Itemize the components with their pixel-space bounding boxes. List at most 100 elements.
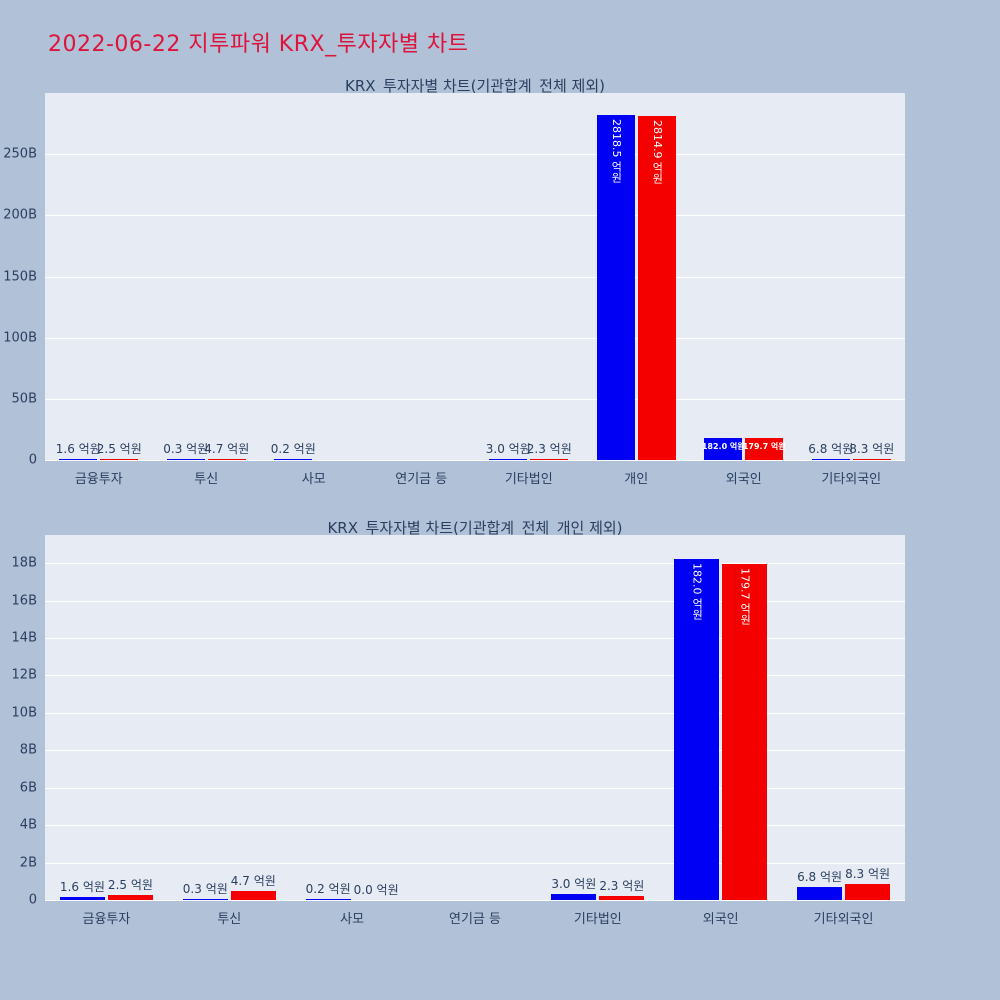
x-tick-label: 투신 — [194, 472, 219, 487]
x-tick-label: 기타외국인 — [821, 472, 882, 487]
x-tick-label: 연기금 등 — [449, 912, 501, 927]
bar — [182, 899, 228, 900]
gridline — [45, 563, 905, 565]
bar — [207, 459, 246, 460]
y-tick-label: 0 — [28, 452, 37, 468]
gridline — [45, 825, 905, 827]
gridline — [45, 862, 905, 864]
bar-label: 4.7 억원 — [204, 442, 250, 456]
bar-label: 182.0 억원 — [701, 441, 745, 451]
x-tick-label: 개인 — [624, 472, 649, 487]
x-tick-label: 사모 — [340, 912, 365, 927]
x-tick-label: 기타법인 — [504, 472, 553, 487]
bar — [107, 895, 153, 900]
y-tick-label: 200B — [3, 207, 37, 223]
x-tick-label: 외국인 — [725, 472, 762, 487]
bar-label: 2.5 억원 — [107, 878, 153, 893]
y-tick-label: 100B — [3, 330, 37, 346]
y-tick-label: 14B — [11, 630, 37, 646]
x-tick-label: 기타외국인 — [813, 912, 874, 927]
bar — [674, 559, 720, 900]
chart-title-bottom: KRX_투자자별 차트(기관합계_전체_개인 제외) — [327, 519, 623, 537]
bar-label: 4.7 억원 — [230, 874, 276, 889]
y-tick-label: 2B — [19, 855, 37, 871]
x-tick-label: 기타법인 — [573, 912, 622, 927]
x-tick-label: 사모 — [301, 472, 326, 487]
bar-label: 2818.5 억원 — [609, 119, 623, 184]
gridline — [45, 712, 905, 714]
bar — [596, 115, 635, 460]
gridline — [45, 637, 905, 639]
gridline — [45, 337, 905, 339]
bar-label: 0.0 억원 — [353, 883, 399, 897]
bar-label: 179.7 억원 — [742, 442, 786, 452]
bar — [489, 459, 528, 460]
bar — [230, 891, 276, 900]
gridline — [45, 460, 905, 461]
y-tick-label: 4B — [19, 817, 37, 833]
gridline — [45, 750, 905, 752]
bar — [745, 438, 784, 460]
y-tick-label: 10B — [11, 705, 37, 721]
bar-label: 2814.9 억원 — [650, 119, 664, 184]
bar-label: 8.3 억원 — [845, 867, 891, 882]
bar — [811, 459, 850, 460]
y-tick-label: 0 — [28, 892, 37, 908]
bar-label: 0.2 억원 — [270, 442, 316, 456]
bar — [100, 459, 139, 460]
bar — [59, 459, 98, 460]
gridline — [45, 787, 905, 789]
y-tick-label: 18B — [11, 555, 37, 571]
bar-label: 3.0 억원 — [551, 877, 597, 892]
bar-label: 2.3 억원 — [526, 442, 572, 456]
bar — [551, 894, 597, 900]
x-tick-label: 투신 — [217, 912, 242, 927]
bar — [637, 115, 676, 460]
gridline — [45, 398, 905, 400]
bar-label: 8.3 억원 — [849, 442, 895, 456]
bar-label: 1.6 억원 — [55, 442, 101, 456]
bar — [166, 459, 205, 460]
bar — [59, 897, 105, 900]
bar-label: 0.3 억원 — [163, 442, 209, 456]
bar-label: 2.5 억원 — [96, 442, 142, 456]
bar-label: 0.2 억원 — [305, 882, 351, 896]
x-tick-label: 연기금 등 — [395, 472, 448, 487]
chart-title-top: KRX_투자자별 차트(기관합계_전체 제외) — [345, 77, 605, 95]
x-tick-label: 외국인 — [702, 912, 739, 927]
bar — [845, 884, 891, 900]
bar — [305, 899, 351, 900]
bar-label: 3.0 억원 — [485, 442, 531, 456]
bar-label: 6.8 억원 — [808, 442, 854, 456]
bar-label: 2.3 억원 — [599, 878, 645, 893]
bar — [722, 563, 768, 900]
bar — [704, 437, 743, 460]
y-tick-label: 50B — [11, 391, 37, 407]
y-tick-label: 150B — [3, 269, 37, 284]
y-tick-label: 12B — [11, 667, 37, 683]
y-tick-label: 8B — [19, 742, 37, 758]
bar-label: 179.7 억원 — [738, 567, 752, 625]
y-tick-label: 6B — [19, 780, 37, 796]
gridline — [45, 215, 905, 217]
bar-label: 182.0 억원 — [690, 563, 704, 621]
bar — [852, 459, 891, 460]
gridline — [45, 900, 905, 901]
plot-area-bottom: 0 2B 4B 6B 8B 10B 12B 14B 16B 18B 금융투자 1.6 억원 2.5 억원… — [12, 535, 905, 927]
gridline — [45, 154, 905, 156]
x-tick-label: 금융투자 — [74, 472, 123, 487]
gridline — [45, 276, 905, 278]
bar-label: 6.8 억원 — [797, 870, 843, 885]
bar — [530, 459, 569, 460]
gridline — [45, 675, 905, 677]
bar — [274, 459, 313, 460]
bar-label: 0.3 억원 — [182, 882, 228, 896]
y-tick-label: 250B — [3, 146, 37, 162]
page-title: 2022-06-22 지투파워 KRX_투자자별 차트 — [48, 32, 469, 57]
x-tick-label: 금융투자 — [82, 912, 131, 927]
y-tick-label: 16B — [11, 593, 37, 608]
bar — [599, 895, 645, 900]
bar-label: 1.6 억원 — [59, 880, 105, 895]
